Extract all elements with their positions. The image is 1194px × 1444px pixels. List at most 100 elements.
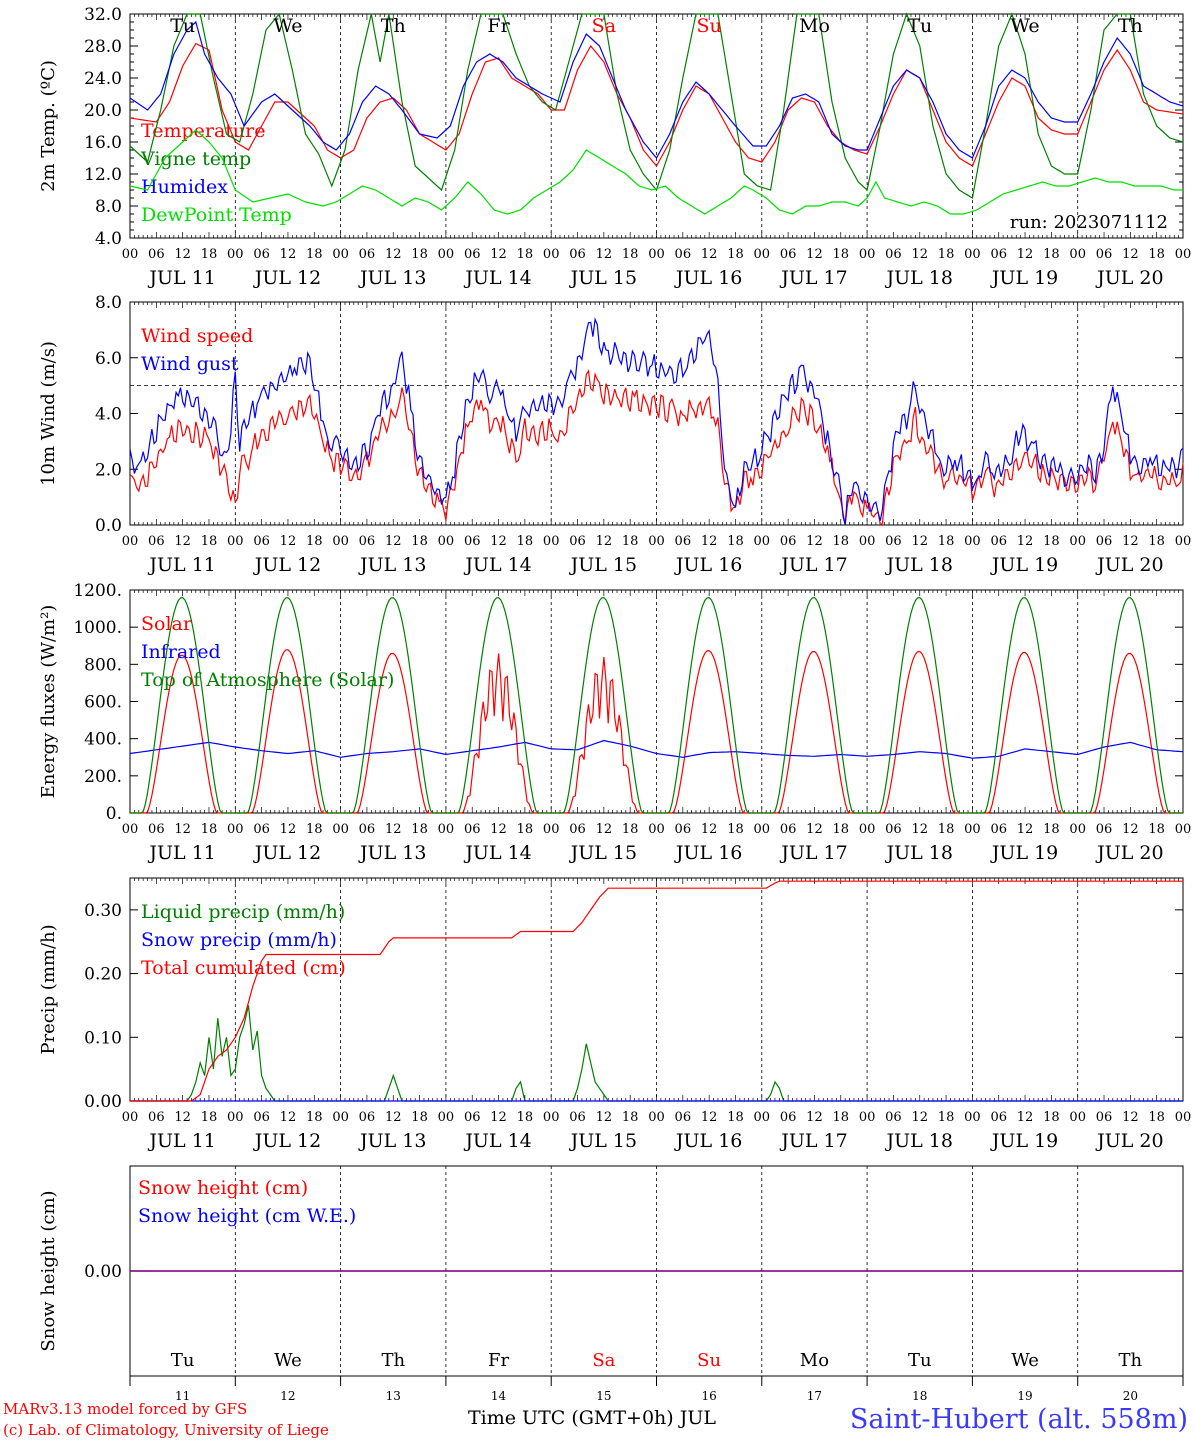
day-abbr: Tu — [170, 15, 195, 37]
series-line-infrared — [129, 739, 1184, 759]
hour-label: 18 — [1043, 1110, 1060, 1125]
hour-label: 00 — [227, 534, 244, 549]
hour-label: 12 — [490, 247, 507, 262]
y-tick-label: 400. — [84, 730, 122, 750]
hour-label: 00 — [1175, 247, 1192, 262]
hour-label: 00 — [332, 822, 349, 837]
hour-label: 12 — [596, 822, 613, 837]
hour-label: 00 — [1069, 822, 1086, 837]
day-abbr: Tu — [908, 1350, 932, 1371]
series-line-wind-gust — [129, 317, 1184, 526]
day-abbr: Su — [697, 15, 722, 37]
hour-label: 00 — [648, 534, 665, 549]
panel-temperature: 00 06 12 18 00 06 12 18 00 06 12 18 00 06 12 18 00 06 12 18… — [38, 5, 1191, 289]
hour-label: 18 — [1043, 247, 1060, 262]
day-number: 15 — [596, 1389, 611, 1403]
series-line-temperature — [129, 42, 1184, 168]
x-axis-title: Time UTC (GMT+0h) JUL — [468, 1407, 716, 1429]
date-label: JUL 12 — [253, 842, 321, 864]
hour-label: 00 — [754, 1110, 771, 1125]
legend-infrared: Infrared — [141, 641, 221, 663]
model-credit: MARv3.13 model forced by GFS — [3, 1400, 247, 1418]
hour-label: 00 — [122, 822, 139, 837]
series-line-humidex — [129, 20, 1184, 160]
day-number: 12 — [280, 1389, 295, 1403]
date-label: JUL 18 — [885, 267, 953, 289]
hour-label: 18 — [622, 247, 639, 262]
hour-label: 18 — [411, 822, 428, 837]
y-tick-label: 0.0 — [95, 516, 122, 536]
hour-label: 12 — [280, 1110, 297, 1125]
date-label: JUL 14 — [463, 267, 531, 289]
date-label: JUL 11 — [147, 842, 215, 864]
date-label: JUL 19 — [990, 267, 1058, 289]
day-abbr: Th — [381, 15, 406, 37]
hour-label: 00 — [332, 534, 349, 549]
hour-label: 06 — [569, 534, 586, 549]
hour-label: 00 — [964, 1110, 981, 1125]
series-line-total-cumulated-cm- — [130, 880, 1183, 1102]
legend-snow-height-cm-: Snow height (cm) — [138, 1177, 308, 1199]
day-abbr: Fr — [488, 1350, 509, 1371]
hour-label: 00 — [122, 1110, 139, 1125]
hour-label: 18 — [833, 247, 850, 262]
date-label: JUL 15 — [569, 842, 637, 864]
hour-label: 06 — [1096, 1110, 1113, 1125]
date-label: JUL 20 — [1095, 267, 1163, 289]
hour-label: 06 — [569, 247, 586, 262]
hour-label: 00 — [1175, 534, 1192, 549]
hour-label: 06 — [675, 1110, 692, 1125]
y-tick-label: 800. — [84, 655, 122, 675]
hour-label: 12 — [1122, 1110, 1139, 1125]
date-label: JUL 15 — [569, 1130, 637, 1152]
legend-wind-speed: Wind speed — [141, 325, 253, 347]
hour-label: 18 — [1148, 1110, 1165, 1125]
hour-label: 18 — [517, 534, 534, 549]
day-abbr: Th — [1118, 15, 1143, 37]
hour-label: 06 — [780, 534, 797, 549]
y-tick-label: 0. — [106, 804, 122, 824]
day-number: 16 — [702, 1389, 717, 1403]
hour-label: 12 — [911, 247, 928, 262]
hour-label: 00 — [859, 247, 876, 262]
date-label: JUL 14 — [463, 554, 531, 576]
hour-label: 18 — [622, 534, 639, 549]
day-number: 11 — [175, 1389, 190, 1403]
hour-label: 00 — [227, 1110, 244, 1125]
day-abbr: Mo — [799, 15, 830, 37]
hour-label: 12 — [280, 247, 297, 262]
footer: MARv3.13 model forced by GFS (c) Lab. of … — [3, 1400, 1188, 1439]
hour-label: 00 — [438, 1110, 455, 1125]
hour-label: 12 — [385, 1110, 402, 1125]
legend-snow-precip-mm-h-: Snow precip (mm/h) — [141, 929, 337, 951]
hour-label: 00 — [859, 1110, 876, 1125]
date-label: JUL 13 — [358, 554, 426, 576]
y-tick-label: 32.0 — [84, 5, 122, 25]
hour-label: 12 — [385, 822, 402, 837]
date-label: JUL 13 — [358, 1130, 426, 1152]
y-tick-label: 28.0 — [84, 37, 122, 57]
hour-label: 18 — [1043, 534, 1060, 549]
hour-label: 06 — [885, 822, 902, 837]
y-tick-label: 200. — [84, 767, 122, 787]
hour-label: 00 — [438, 822, 455, 837]
hour-label: 00 — [859, 822, 876, 837]
hour-label: 12 — [1017, 1110, 1034, 1125]
day-abbr: Mo — [800, 1350, 829, 1371]
hour-label: 06 — [359, 534, 376, 549]
hour-label: 06 — [780, 822, 797, 837]
hour-label: 12 — [174, 247, 191, 262]
legend-temperature: Temperature — [141, 120, 265, 142]
hour-label: 06 — [1096, 822, 1113, 837]
y-tick-label: 1000. — [73, 618, 122, 638]
day-abbr: Th — [1119, 1350, 1143, 1371]
hour-label: 06 — [885, 1110, 902, 1125]
hour-label: 18 — [1148, 822, 1165, 837]
hour-label: 00 — [859, 534, 876, 549]
hour-label: 12 — [174, 822, 191, 837]
hour-label: 06 — [1096, 247, 1113, 262]
date-label: JUL 12 — [253, 554, 321, 576]
hour-label: 00 — [1069, 534, 1086, 549]
hour-label: 18 — [938, 1110, 955, 1125]
